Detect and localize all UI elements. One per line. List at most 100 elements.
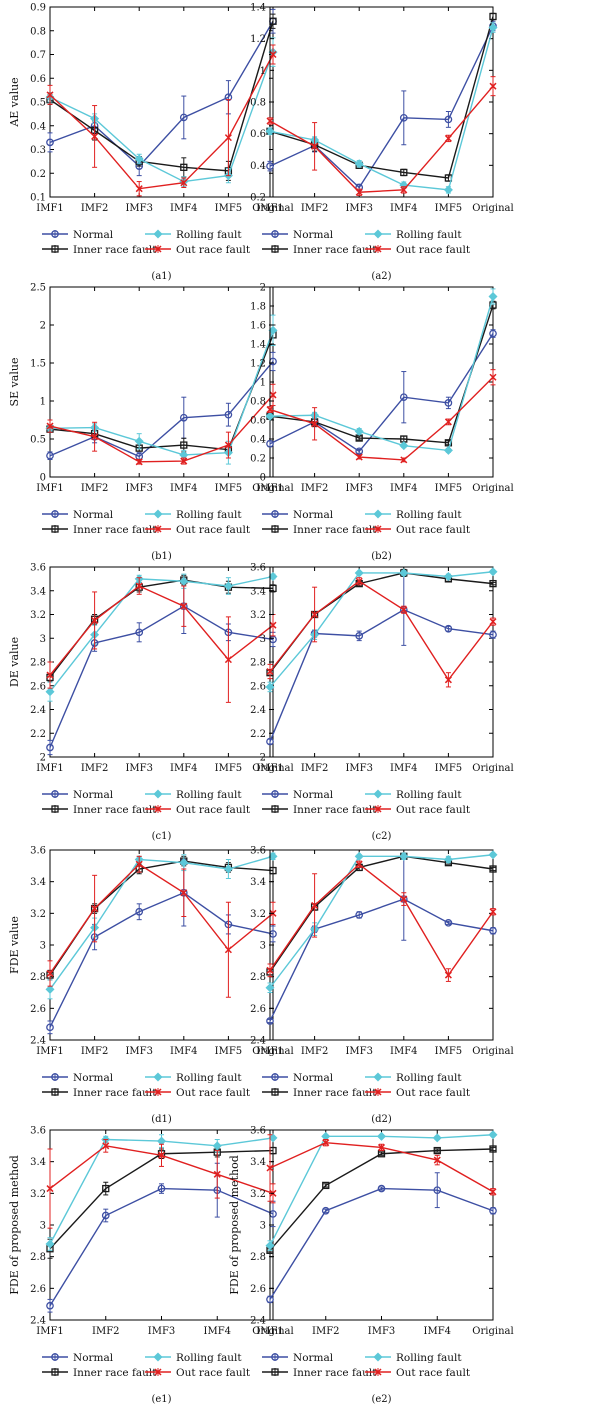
series-out-race-fault <box>46 577 277 703</box>
legend-entry: Normal <box>262 229 334 241</box>
legend-entry: Out race fault <box>145 244 251 256</box>
marker-cross <box>489 82 497 90</box>
marker-circle <box>489 926 497 935</box>
marker-diamond <box>488 291 498 302</box>
series-line <box>49 855 274 990</box>
y-tick-label: 3.4 <box>30 586 46 597</box>
x-tick-label: Original <box>252 203 293 214</box>
marker-cross <box>400 456 408 464</box>
marker-square <box>51 805 59 813</box>
series-line <box>269 854 494 989</box>
legend-entry: Inner race fault <box>262 804 377 816</box>
y-tick-label: 0.4 <box>250 435 266 446</box>
y-tick-label: 0.2 <box>30 169 46 180</box>
series-rolling-fault <box>265 22 498 195</box>
legend-label: Rolling fault <box>176 1072 242 1084</box>
panel-caption: (e1) <box>151 1394 171 1405</box>
x-tick-label: IMF5 <box>215 483 243 494</box>
y-tick-label: 3.2 <box>250 1189 266 1200</box>
marker-diamond <box>373 229 383 239</box>
series-out-race-fault <box>46 855 277 998</box>
series-line <box>49 585 274 676</box>
y-tick-label: 0.2 <box>250 193 266 204</box>
marker-square <box>271 1368 279 1376</box>
marker-circle <box>271 230 279 238</box>
legend-label: Inner race fault <box>73 1367 157 1379</box>
marker-diamond <box>179 576 189 586</box>
series-inner-race-fault <box>46 13 277 181</box>
legend-entry: Normal <box>262 1072 334 1084</box>
legend: Normal Inner race fault Rolling fault Out r… <box>262 1072 471 1099</box>
x-tick-label: IMF3 <box>125 483 153 494</box>
series-inner-race-fault <box>266 12 497 182</box>
y-tick-label: 3.6 <box>30 1126 46 1137</box>
series-line <box>49 579 274 678</box>
y-tick-label: 2 <box>260 283 266 294</box>
legend-label: Normal <box>293 229 334 241</box>
marker-diamond <box>45 1239 55 1249</box>
y-tick-label: 3 <box>40 941 46 952</box>
legend-label: Inner race fault <box>293 1367 377 1379</box>
y-tick-label: 2.8 <box>250 1252 266 1263</box>
marker-cross <box>46 671 54 679</box>
legend-label: Rolling fault <box>176 509 242 521</box>
marker-circle <box>355 447 364 456</box>
x-tick-label: IMF4 <box>390 1046 418 1057</box>
marker-circle <box>266 162 274 170</box>
marker-diamond <box>153 1352 163 1362</box>
y-tick-label: 2.2 <box>30 729 46 740</box>
series-out-race-fault <box>266 369 497 464</box>
x-tick-label: IMF1 <box>256 203 284 214</box>
x-tick-label: IMF5 <box>435 763 463 774</box>
marker-diamond <box>376 1131 387 1141</box>
legend-entry: Normal <box>42 229 114 241</box>
y-tick-label: 0.5 <box>30 435 46 446</box>
series-out-race-fault <box>266 860 497 982</box>
legend-label: Out race fault <box>396 1087 471 1099</box>
series-line <box>49 605 274 748</box>
marker-diamond <box>432 1133 442 1143</box>
y-tick-label: 2.4 <box>30 1036 46 1047</box>
y-tick-label: 2 <box>40 321 46 332</box>
series-line <box>269 1148 494 1251</box>
y-tick-label: 2.6 <box>250 1284 266 1295</box>
marker-diamond <box>443 571 453 582</box>
series-line <box>49 394 274 463</box>
series-line <box>269 296 494 452</box>
x-tick-label: IMF1 <box>36 1326 64 1337</box>
y-tick-label: 2.8 <box>30 1252 46 1263</box>
marker-diamond <box>134 154 144 164</box>
marker-square <box>489 579 497 588</box>
marker-diamond <box>354 851 364 861</box>
y-tick-label: 2.8 <box>30 972 46 983</box>
marker-diamond <box>153 789 163 799</box>
marker-cross <box>266 1164 274 1172</box>
y-tick-label: 3.4 <box>30 877 46 888</box>
x-tick-label: IMF4 <box>424 1326 452 1337</box>
marker-cross <box>269 621 277 629</box>
legend-entry: Inner race fault <box>262 244 377 256</box>
legend-entry: Out race fault <box>145 1087 251 1099</box>
series-rolling-fault <box>265 567 498 693</box>
y-tick-label: 0.4 <box>250 161 266 172</box>
legend-label: Inner race fault <box>73 804 157 816</box>
y-tick-label: 0.4 <box>30 121 46 132</box>
marker-diamond <box>354 568 364 578</box>
x-tick-label: IMF4 <box>170 1046 198 1057</box>
series-normal <box>266 573 497 746</box>
series-line <box>49 575 274 693</box>
y-tick-label: 3 <box>40 1221 46 1232</box>
x-tick-label: IMF3 <box>125 763 153 774</box>
marker-circle <box>489 329 497 338</box>
legend-label: Out race fault <box>396 244 471 256</box>
marker-circle <box>46 743 54 752</box>
marker-diamond <box>443 854 453 865</box>
marker-diamond <box>265 411 275 421</box>
legend-label: Rolling fault <box>396 789 462 801</box>
marker-diamond <box>443 185 453 195</box>
chart-a1: 0.1 0.2 0.3 0.4 0.5 0.6 0.7 0.8 0.9 IMF1 IMF2 IMF3 I… <box>8 3 294 283</box>
series-line <box>269 25 494 189</box>
marker-circle <box>179 413 188 422</box>
legend: Normal Inner race fault Rolling fault Out r… <box>262 789 471 816</box>
legend-label: Normal <box>293 1352 334 1364</box>
